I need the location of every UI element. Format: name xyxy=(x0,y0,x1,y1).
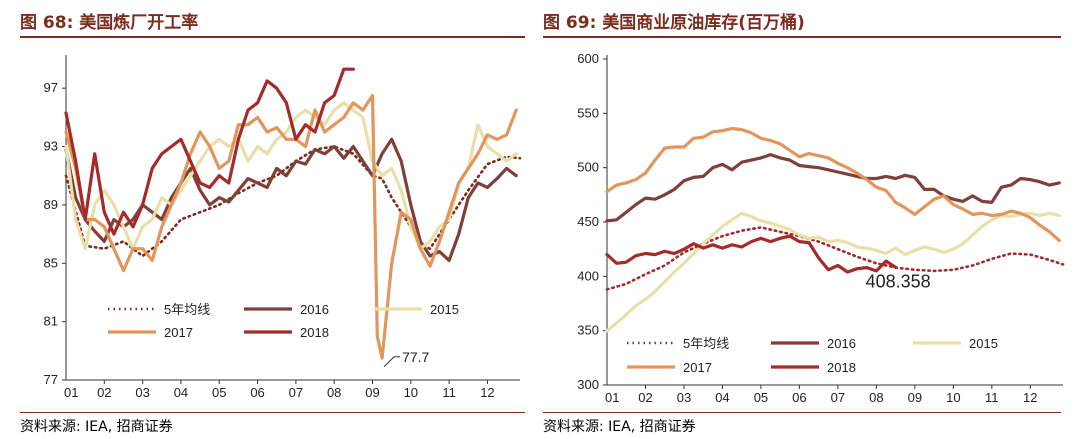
x-tick-label: 09 xyxy=(908,390,922,405)
x-tick-label: 10 xyxy=(404,385,418,400)
data-label: 77.7 xyxy=(402,349,429,365)
chart-title: 图 68: 美国炼厂开工率 xyxy=(20,13,199,33)
x-tick-label: 11 xyxy=(442,385,456,400)
series-line-2018 xyxy=(64,67,355,236)
legend-label: 2018 xyxy=(300,325,329,340)
y-tick-label: 97 xyxy=(44,80,58,95)
x-tick-label: 11 xyxy=(985,390,999,405)
y-tick-label: 450 xyxy=(577,214,599,229)
series-line-2016 xyxy=(64,137,518,262)
x-tick-label: 08 xyxy=(327,385,341,400)
y-tick-label: 93 xyxy=(44,139,58,154)
title-rule xyxy=(20,36,525,38)
legend-label: 2017 xyxy=(164,325,193,340)
title-rule xyxy=(543,36,1061,38)
source-note: 资料来源: IEA, 招商证券 xyxy=(543,419,696,435)
y-tick-label: 89 xyxy=(44,197,58,212)
x-tick-label: 02 xyxy=(97,385,111,400)
source-note: 资料来源: IEA, 招商证券 xyxy=(20,419,173,435)
legend-label: 2018 xyxy=(827,360,856,375)
x-tick-label: 07 xyxy=(289,385,303,400)
y-tick-label: 500 xyxy=(577,160,599,175)
crude-inventory-chart: 300 350 400 450 500 550 600 01 02 03 04 05 06 07 08 09 1… xyxy=(577,51,1065,405)
legend-label: 2016 xyxy=(827,336,856,351)
x-tick-label: 03 xyxy=(677,390,691,405)
x-tick-label: 08 xyxy=(869,390,883,405)
x-tick-label: 07 xyxy=(831,390,845,405)
legend-label: 2015 xyxy=(969,336,998,351)
x-tick-label: 06 xyxy=(792,390,806,405)
series-line-2015 xyxy=(605,211,1061,333)
x-tick-label: 01 xyxy=(64,385,78,400)
x-tick-label: 09 xyxy=(365,385,379,400)
x-tick-label: 01 xyxy=(605,390,619,405)
legend-label: 2015 xyxy=(430,302,459,317)
y-tick-label: 550 xyxy=(577,105,599,120)
x-tick-label: 05 xyxy=(754,390,768,405)
x-tick-label: 04 xyxy=(715,390,729,405)
chart-title: 图 69: 美国商业原油库存(百万桶) xyxy=(543,13,805,33)
y-tick-label: 81 xyxy=(44,314,58,329)
legend-label: 5年均线 xyxy=(683,336,729,351)
x-tick-label: 05 xyxy=(212,385,226,400)
series-line-5年均线 xyxy=(605,226,1065,291)
refinery-utilization-panel: 图 68: 美国炼厂开工率 77 81 85 89 93 97 01 02 03 04 05 06 07… xyxy=(0,0,530,439)
y-tick-label: 77 xyxy=(44,372,58,387)
legend-label: 5年均线 xyxy=(164,302,210,317)
x-tick-label: 03 xyxy=(135,385,149,400)
x-tick-label: 02 xyxy=(638,390,652,405)
refinery-utilization-chart: 77 81 85 89 93 97 01 02 03 04 05 06 07 08 09 10 11 12 77.7… xyxy=(44,55,522,400)
y-tick-label: 600 xyxy=(577,51,599,66)
source-rule xyxy=(20,412,525,413)
y-tick-label: 300 xyxy=(577,377,599,392)
annotation-leader xyxy=(383,356,395,368)
crude-inventory-panel: 图 69: 美国商业原油库存(百万桶) 300 350 400 450 500 550 60… xyxy=(541,0,1075,439)
x-tick-label: 10 xyxy=(946,390,960,405)
series-line-2016 xyxy=(605,152,1061,223)
x-tick-label: 06 xyxy=(250,385,264,400)
legend-label: 2017 xyxy=(683,360,712,375)
series-line-2018 xyxy=(605,234,898,274)
y-tick-label: 85 xyxy=(44,255,58,270)
legend-label: 2016 xyxy=(300,302,329,317)
data-label: 408.358 xyxy=(866,271,931,291)
x-tick-label: 12 xyxy=(1023,390,1037,405)
source-rule xyxy=(543,412,1061,413)
y-tick-label: 350 xyxy=(577,323,599,338)
x-tick-label: 04 xyxy=(174,385,188,400)
x-tick-label: 12 xyxy=(480,385,494,400)
y-tick-label: 400 xyxy=(577,268,599,283)
series-line-2017 xyxy=(605,126,1061,243)
